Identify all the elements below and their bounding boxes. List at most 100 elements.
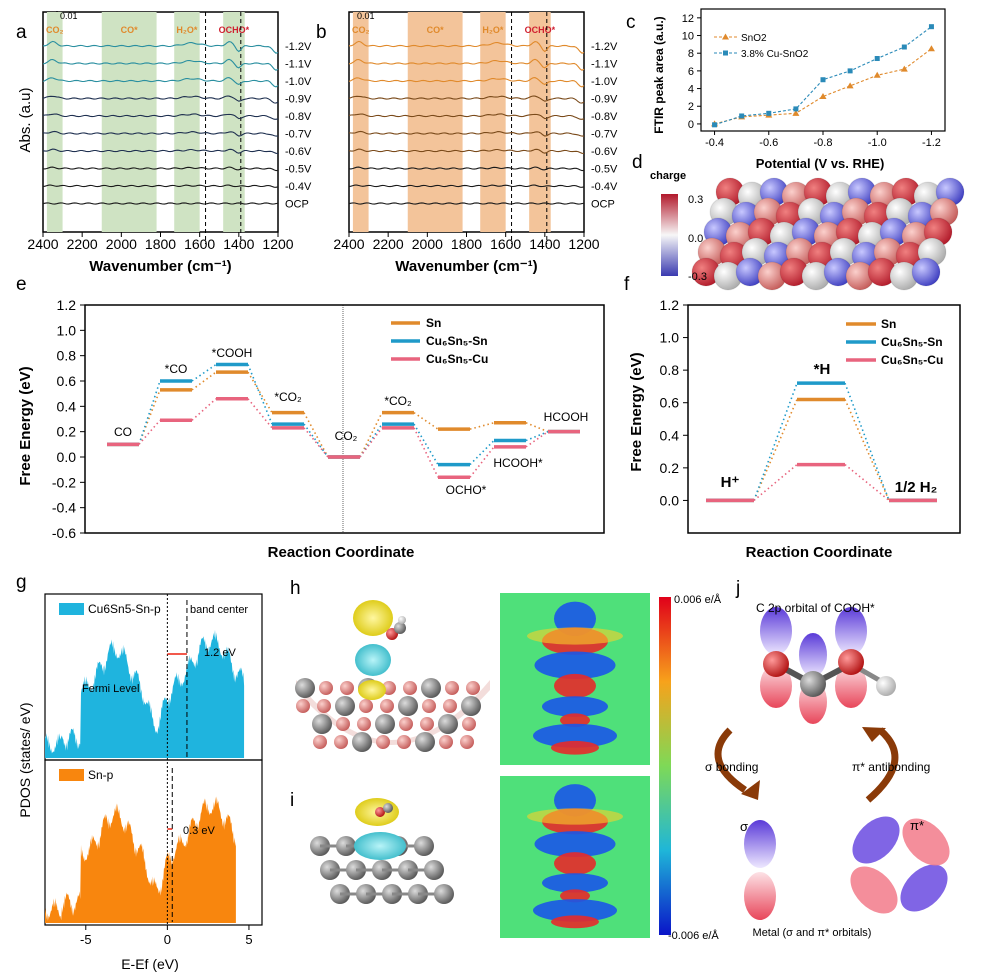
b-xtick-label-6: 1200	[568, 236, 599, 252]
g-shift-bottom: 0.3 eV	[183, 825, 215, 837]
h-iso-cyan-0	[355, 644, 391, 676]
g-fermi-label: Fermi Level	[82, 683, 139, 695]
i-map-lobe-6	[533, 899, 617, 922]
b-band-2	[480, 12, 506, 232]
h-map-lobe-7	[551, 740, 599, 755]
c-frame	[700, 8, 946, 132]
h-atom-3-5	[397, 735, 411, 749]
b-spectrum-6	[348, 148, 585, 155]
f-connector-1-1	[844, 382, 890, 501]
h-atom-1-4	[380, 699, 394, 713]
a-xtick-label-0: 2400	[27, 236, 58, 252]
a-spectrum-7	[42, 166, 279, 172]
j-arrow-left	[714, 727, 747, 793]
c-point-cusno2-8	[928, 24, 934, 30]
h-atom-3-3	[352, 732, 372, 752]
e-ytick-label-2: -0.2	[52, 474, 76, 490]
f-ytick-label-6: 1.2	[660, 297, 680, 313]
c-xtick-label-2: -0.8	[814, 137, 833, 149]
a-scale-label: 0.01	[60, 11, 78, 21]
i-mol-c	[383, 803, 393, 813]
h-atom-1-7	[443, 699, 457, 713]
g-legend-top: Cu6Sn5-Sn-p	[88, 602, 161, 616]
e-connector-1-2	[247, 364, 273, 425]
h-cmin-label: -0.006 e/Å	[668, 929, 719, 942]
h-atom-3-7	[439, 735, 453, 749]
panel-letter-i: i	[290, 790, 294, 811]
i-atom-1-4	[424, 860, 444, 880]
a-band-2	[174, 12, 200, 232]
b-series-label-4: -0.8V	[591, 111, 618, 123]
e-connector-0-5	[413, 412, 439, 430]
f-ylabel: Free Energy (eV)	[628, 352, 645, 471]
panel-letter-h: h	[290, 578, 301, 599]
j-sigma-bonding: σ bonding	[705, 760, 758, 774]
h-colorbar	[659, 597, 671, 935]
d-colorbar	[661, 194, 678, 276]
panel-letter-a: a	[16, 22, 27, 43]
h-map-ring	[527, 627, 623, 645]
a-xlabel: Wavenumber (cm⁻¹)	[89, 258, 231, 275]
a-spectrum-5	[42, 130, 278, 137]
j-arrow-right-head	[862, 727, 886, 742]
i-map-lobe-7	[551, 915, 599, 929]
e-connector-2-0	[138, 419, 161, 445]
e-ytick-label-7: 0.8	[57, 348, 77, 364]
b-spectrum-3	[348, 95, 585, 104]
c-point-sno2-6	[873, 71, 881, 78]
e-ylabel: Free Energy (eV)	[17, 366, 34, 485]
a-spectrum-3	[42, 95, 279, 104]
c-ytick-label-4: 8	[688, 48, 694, 60]
e-ytick-label-4: 0.2	[57, 424, 77, 440]
panel-letter-d: d	[632, 152, 643, 173]
h-atom-2-2	[336, 717, 350, 731]
f-frame	[687, 304, 961, 534]
a-band-label-3: OCHO*	[219, 25, 250, 35]
c-ylabel: FTIR peak area (a.u.)	[652, 16, 666, 133]
h-atom-0-6	[421, 678, 441, 698]
b-xtick-label-2: 2000	[412, 236, 443, 252]
h-atom-2-5	[399, 717, 413, 731]
h-atom-0-0	[295, 678, 315, 698]
e-ytick-label-1: -0.4	[52, 500, 76, 516]
b-xtick-label-3: 1800	[451, 236, 482, 252]
e-xlabel: Reaction Coordinate	[268, 544, 415, 561]
h-atom-3-8	[460, 735, 474, 749]
j-pi-lobe-4	[850, 866, 898, 914]
i-map-lobe-4	[542, 873, 608, 893]
a-series-label-0: -1.2V	[285, 41, 312, 53]
e-connector-1-6	[469, 439, 495, 466]
i-map-lobe-0	[554, 784, 596, 817]
c-ytick-label-1: 2	[688, 101, 694, 113]
j-lobe-c-up	[799, 633, 827, 677]
h-map-lobe-4	[542, 696, 608, 717]
panel-letter-e: e	[16, 274, 27, 295]
e-connector-2-1	[191, 398, 217, 421]
a-series-label-6: -0.6V	[285, 146, 312, 158]
c-xtick-label-3: -1.0	[868, 137, 887, 149]
j-atom-o1	[763, 651, 789, 677]
a-series-label-9: OCP	[285, 199, 309, 211]
e-state-label-7: HCOOH*	[493, 456, 543, 470]
a-series-label-8: -0.4V	[285, 181, 312, 193]
a-spectrum-9	[42, 202, 279, 205]
c-legend-cusno2: 3.8% Cu-SnO2	[741, 49, 809, 60]
h-atom-0-1	[319, 681, 333, 695]
c-ytick-label-2: 4	[688, 84, 694, 96]
e-state-label-0: CO	[114, 425, 132, 439]
e-connector-2-6	[469, 446, 495, 478]
i-map-lobe-5	[560, 889, 590, 903]
e-connector-2-7	[525, 431, 549, 448]
d-max-label: 0.3	[688, 194, 703, 206]
f-state-label-2: 1/2 H₂	[895, 479, 938, 496]
c-point-cusno2-5	[847, 68, 853, 74]
d-atom-54	[911, 257, 941, 287]
e-connector-2-5	[413, 427, 439, 478]
i-atom-0-4	[414, 836, 434, 856]
b-series-label-5: -0.7V	[591, 129, 618, 141]
e-connector-1-5	[413, 423, 439, 466]
e-state-label-8: HCOOH	[544, 410, 589, 424]
a-series-label-2: -1.0V	[285, 76, 312, 88]
h-atom-3-2	[334, 735, 348, 749]
